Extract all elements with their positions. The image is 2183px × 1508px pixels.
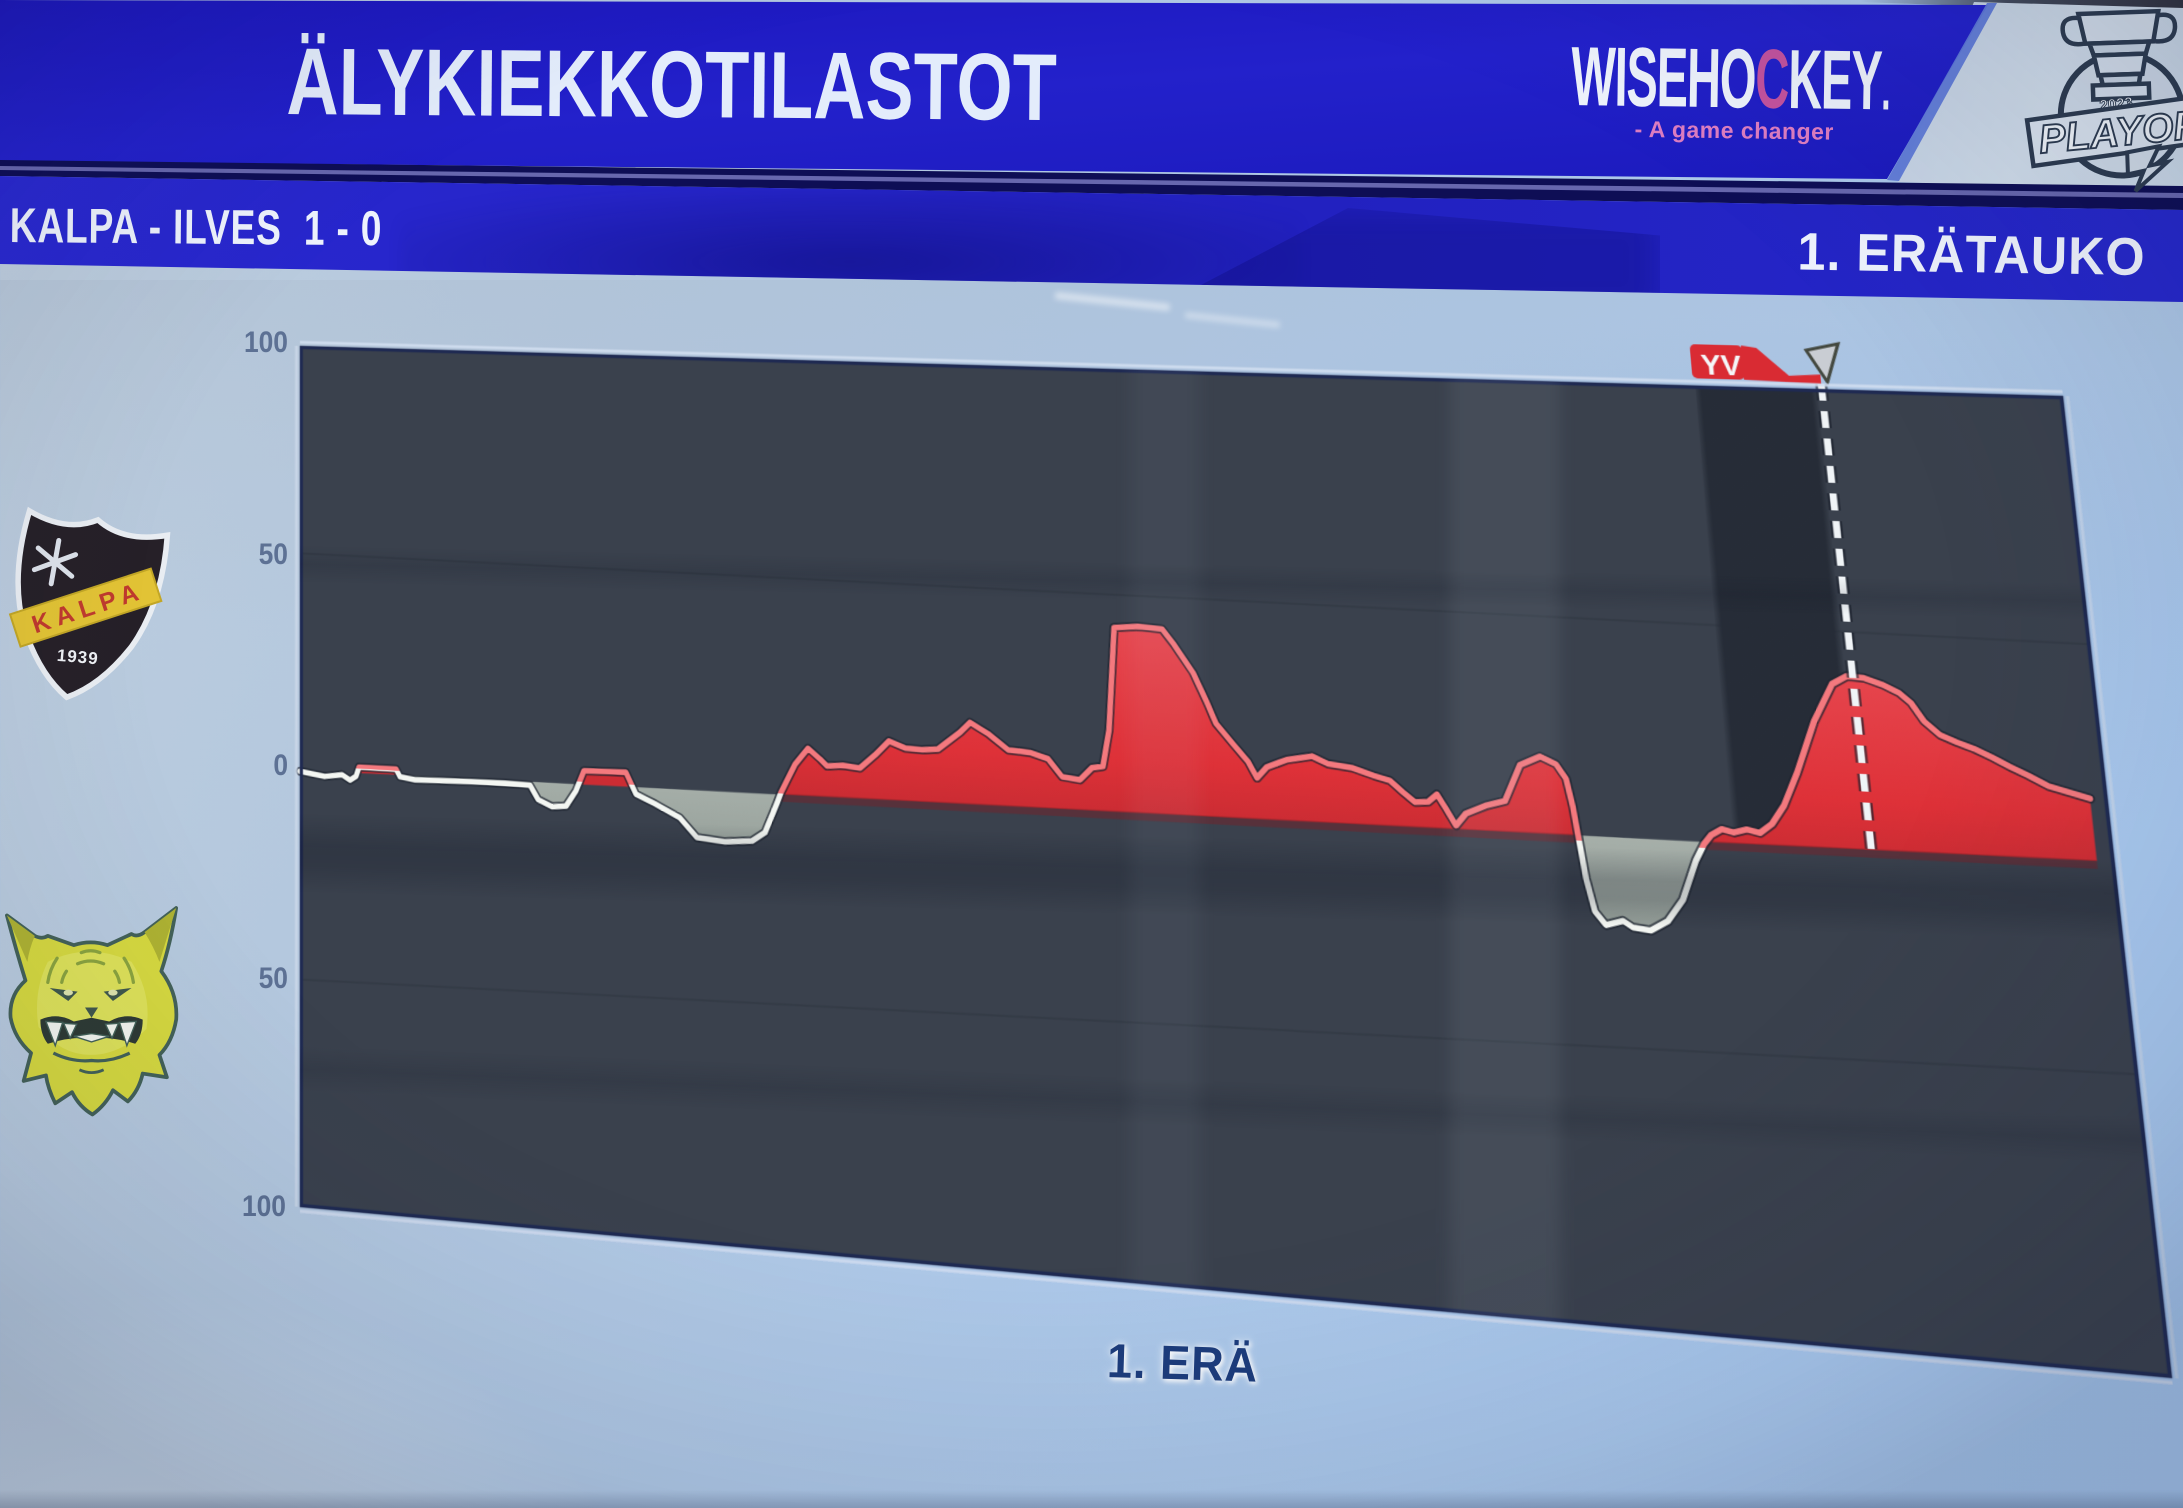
svg-text:YV: YV <box>1700 349 1743 383</box>
svg-text:1939: 1939 <box>56 646 99 669</box>
